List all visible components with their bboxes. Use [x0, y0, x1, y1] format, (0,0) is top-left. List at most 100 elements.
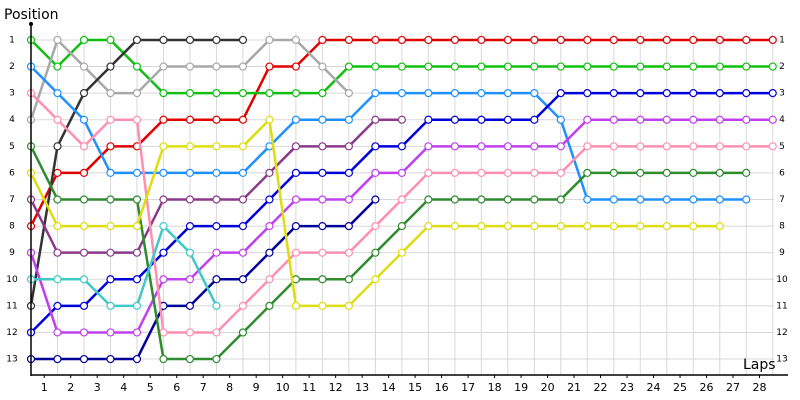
y-tick-label: 5 [9, 142, 15, 152]
point [583, 35, 592, 45]
point [159, 248, 168, 257]
point [556, 62, 565, 71]
point [742, 62, 751, 71]
point [185, 168, 195, 178]
point [132, 195, 142, 204]
point [450, 221, 459, 231]
y-tick-label-right: 6 [779, 168, 785, 178]
point [159, 62, 168, 71]
axes [29, 22, 788, 376]
point [106, 328, 115, 337]
y-tick-label-right: 3 [779, 89, 785, 99]
point [265, 275, 274, 284]
point [344, 115, 353, 124]
point [265, 35, 274, 45]
point [106, 62, 115, 71]
y-tick-label: 2 [9, 62, 15, 72]
x-tick-label: 4 [120, 381, 127, 394]
point [662, 62, 671, 71]
point [636, 62, 645, 71]
point [609, 168, 618, 178]
point [397, 168, 406, 178]
x-tick-label: 14 [382, 381, 396, 394]
point [106, 248, 115, 257]
point [53, 168, 62, 178]
point [344, 248, 353, 257]
point [609, 221, 618, 231]
point [450, 62, 459, 71]
x-tick-label: 27 [726, 381, 740, 394]
point [689, 35, 698, 45]
point [609, 62, 618, 71]
point [450, 115, 459, 124]
y-tick-label: 10 [6, 275, 18, 285]
point [636, 221, 645, 231]
point [689, 62, 698, 71]
point [556, 195, 565, 204]
x-tick-label: 6 [173, 381, 180, 394]
point [79, 328, 89, 337]
point [212, 354, 221, 364]
series-line [29, 145, 747, 361]
point [318, 248, 327, 257]
point [371, 168, 380, 178]
point [212, 142, 221, 151]
x-tick-label: 20 [541, 381, 555, 394]
point [530, 35, 539, 45]
x-tick-label: 22 [594, 381, 608, 394]
point [212, 35, 221, 45]
point [212, 115, 221, 124]
point [79, 221, 89, 231]
axis-end [29, 22, 33, 26]
point [424, 35, 433, 45]
y-tick-label-right: 1 [779, 35, 785, 45]
point [662, 195, 671, 204]
point [212, 168, 221, 178]
point [344, 275, 353, 284]
point [371, 195, 380, 204]
point [79, 115, 89, 124]
x-tick-label: 23 [620, 381, 634, 394]
point [238, 328, 248, 337]
point [212, 275, 221, 284]
point [477, 195, 486, 204]
point [715, 142, 724, 151]
x-tick-label: 16 [435, 381, 449, 394]
point [530, 115, 539, 124]
point [238, 195, 248, 204]
y-tick-label-right: 5 [779, 142, 785, 152]
y-tick-label-right: 13 [776, 355, 787, 365]
point [159, 115, 168, 124]
y-tick-label-right: 2 [779, 62, 785, 72]
point [503, 115, 512, 124]
point [768, 115, 777, 124]
x-tick-label: 2 [67, 381, 74, 394]
point [265, 248, 274, 257]
point [291, 142, 301, 151]
series-line [30, 65, 747, 201]
x-tick-label: 21 [567, 381, 581, 394]
point [371, 248, 380, 257]
y-tick-label-right: 10 [776, 275, 788, 285]
point [159, 89, 168, 98]
point [583, 142, 592, 151]
point [636, 142, 645, 151]
point [556, 115, 565, 124]
point [583, 221, 592, 231]
point [318, 275, 327, 284]
point [79, 275, 89, 284]
point [424, 62, 433, 71]
point [503, 35, 512, 45]
point [265, 168, 274, 178]
y-axis-title: Position [4, 7, 59, 23]
point [689, 195, 698, 204]
x-tick-label: 5 [147, 381, 154, 394]
point [424, 142, 433, 151]
point [212, 328, 221, 337]
point [159, 354, 168, 364]
point [318, 62, 327, 71]
y-tick-label: 13 [6, 355, 17, 365]
point [742, 195, 751, 204]
point [291, 62, 301, 71]
point [238, 115, 248, 124]
